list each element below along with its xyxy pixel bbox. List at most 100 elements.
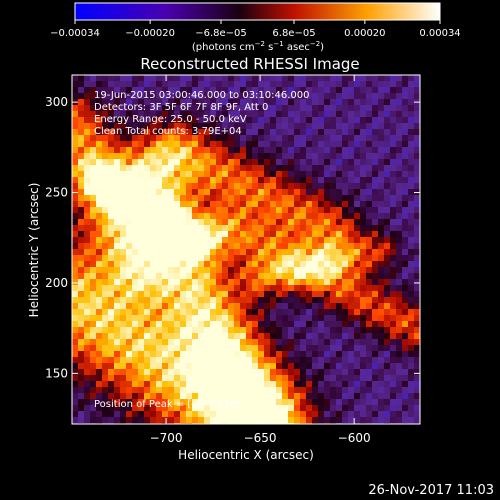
- heatmap-cell: [180, 99, 187, 106]
- heatmap-cell: [294, 303, 301, 310]
- heatmap-cell: [276, 207, 283, 214]
- heatmap-cell: [414, 231, 420, 238]
- heatmap-cell: [78, 231, 85, 238]
- heatmap-cell: [150, 387, 157, 394]
- heatmap-cell: [300, 195, 307, 202]
- heatmap-cell: [276, 297, 283, 304]
- heatmap-cell: [186, 135, 193, 142]
- heatmap-cell: [168, 231, 175, 238]
- heatmap-cell: [390, 315, 397, 322]
- heatmap-cell: [330, 207, 337, 214]
- heatmap-cell: [330, 417, 337, 424]
- heatmap-cell: [324, 279, 331, 286]
- heatmap-cell: [138, 351, 145, 358]
- heatmap-cell: [306, 159, 313, 166]
- heatmap-cell: [342, 225, 349, 232]
- heatmap-cell: [102, 243, 109, 250]
- heatmap-cell: [114, 357, 121, 364]
- heatmap-cell: [78, 345, 85, 352]
- heatmap-cell: [216, 75, 223, 82]
- heatmap-cell: [282, 189, 289, 196]
- heatmap-cell: [204, 225, 211, 232]
- heatmap-cell: [312, 153, 319, 160]
- heatmap-cell: [390, 129, 397, 136]
- heatmap-cell: [378, 75, 385, 82]
- heatmap-cell: [168, 81, 175, 88]
- heatmap-cell: [168, 105, 175, 112]
- heatmap-cell: [84, 351, 91, 358]
- heatmap-cell: [318, 291, 325, 298]
- heatmap-cell: [210, 225, 217, 232]
- heatmap-cell: [156, 81, 163, 88]
- heatmap-cell: [324, 267, 331, 274]
- heatmap-cell: [306, 291, 313, 298]
- heatmap-cell: [144, 291, 151, 298]
- heatmap-cell: [72, 321, 79, 328]
- heatmap-cell: [180, 285, 187, 292]
- heatmap-cell: [402, 159, 409, 166]
- heatmap-cell: [288, 201, 295, 208]
- heatmap-cell: [408, 207, 415, 214]
- heatmap-cell: [294, 147, 301, 154]
- heatmap-cell: [204, 135, 211, 142]
- heatmap-cell: [138, 237, 145, 244]
- heatmap-cell: [354, 351, 361, 358]
- heatmap-cell: [384, 255, 391, 262]
- heatmap-cell: [282, 411, 289, 418]
- heatmap-cell: [204, 345, 211, 352]
- heatmap-cell: [216, 363, 223, 370]
- heatmap-cell: [402, 369, 409, 376]
- heatmap-cell: [360, 375, 367, 382]
- heatmap-cell: [246, 357, 253, 364]
- heatmap-cell: [156, 111, 163, 118]
- heatmap-cell: [234, 159, 241, 166]
- heatmap-cell: [90, 333, 97, 340]
- heatmap-cell: [204, 177, 211, 184]
- heatmap-cell: [372, 225, 379, 232]
- heatmap-cell: [228, 189, 235, 196]
- heatmap-cell: [168, 93, 175, 100]
- heatmap-cell: [318, 333, 325, 340]
- heatmap-cell: [114, 189, 121, 196]
- heatmap-cell: [192, 135, 199, 142]
- heatmap-cell: [126, 303, 133, 310]
- colorbar-tick-label: −0.00034: [50, 28, 100, 39]
- heatmap-cell: [312, 399, 319, 406]
- heatmap-cell: [126, 123, 133, 130]
- heatmap-cell: [414, 75, 420, 82]
- heatmap-cell: [402, 333, 409, 340]
- heatmap-cell: [396, 333, 403, 340]
- heatmap-cell: [282, 363, 289, 370]
- heatmap-cell: [300, 405, 307, 412]
- heatmap-cell: [126, 339, 133, 346]
- heatmap-cell: [144, 339, 151, 346]
- heatmap-cell: [330, 231, 337, 238]
- heatmap-cell: [234, 213, 241, 220]
- heatmap-cell: [360, 171, 367, 178]
- heatmap-cell: [108, 159, 115, 166]
- heatmap-cell: [252, 273, 259, 280]
- heatmap-cell: [270, 363, 277, 370]
- heatmap-cell: [396, 117, 403, 124]
- heatmap-cell: [330, 327, 337, 334]
- heatmap-cell: [120, 303, 127, 310]
- heatmap-cell: [294, 255, 301, 262]
- heatmap-cell: [390, 279, 397, 286]
- heatmap-cell: [372, 75, 379, 82]
- heatmap-cell: [300, 387, 307, 394]
- heatmap-cell: [156, 141, 163, 148]
- heatmap-cell: [144, 333, 151, 340]
- heatmap-cell: [396, 279, 403, 286]
- heatmap-cell: [258, 189, 265, 196]
- heatmap-cell: [360, 147, 367, 154]
- heatmap-cell: [360, 369, 367, 376]
- heatmap-cell: [390, 357, 397, 364]
- heatmap-cell: [72, 237, 79, 244]
- heatmap-cell: [306, 399, 313, 406]
- heatmap-cell: [198, 231, 205, 238]
- heatmap-cell: [210, 207, 217, 214]
- heatmap-cell: [198, 315, 205, 322]
- heatmap-cell: [240, 279, 247, 286]
- heatmap-cell: [84, 219, 91, 226]
- heatmap-cell: [306, 105, 313, 112]
